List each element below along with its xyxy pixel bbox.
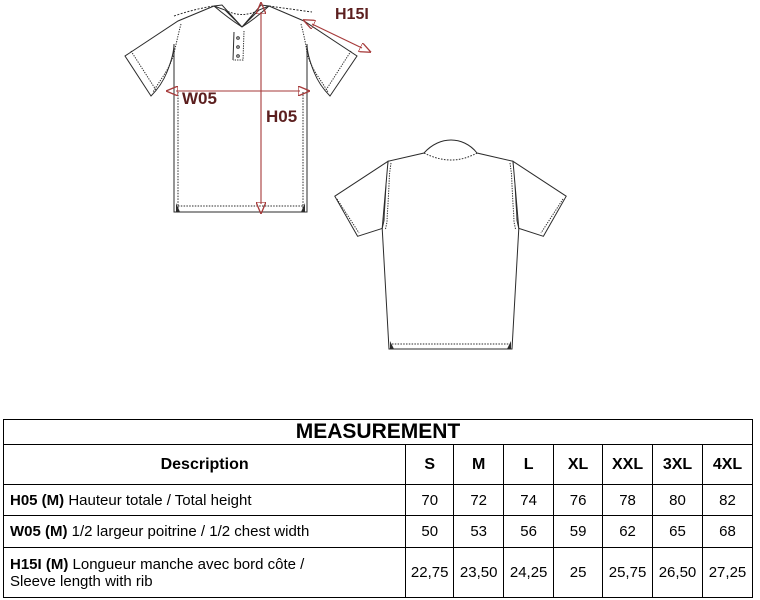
svg-text:H05: H05 bbox=[266, 107, 297, 126]
svg-text:H15I: H15I bbox=[335, 6, 369, 23]
svg-text:W05: W05 bbox=[182, 89, 217, 108]
